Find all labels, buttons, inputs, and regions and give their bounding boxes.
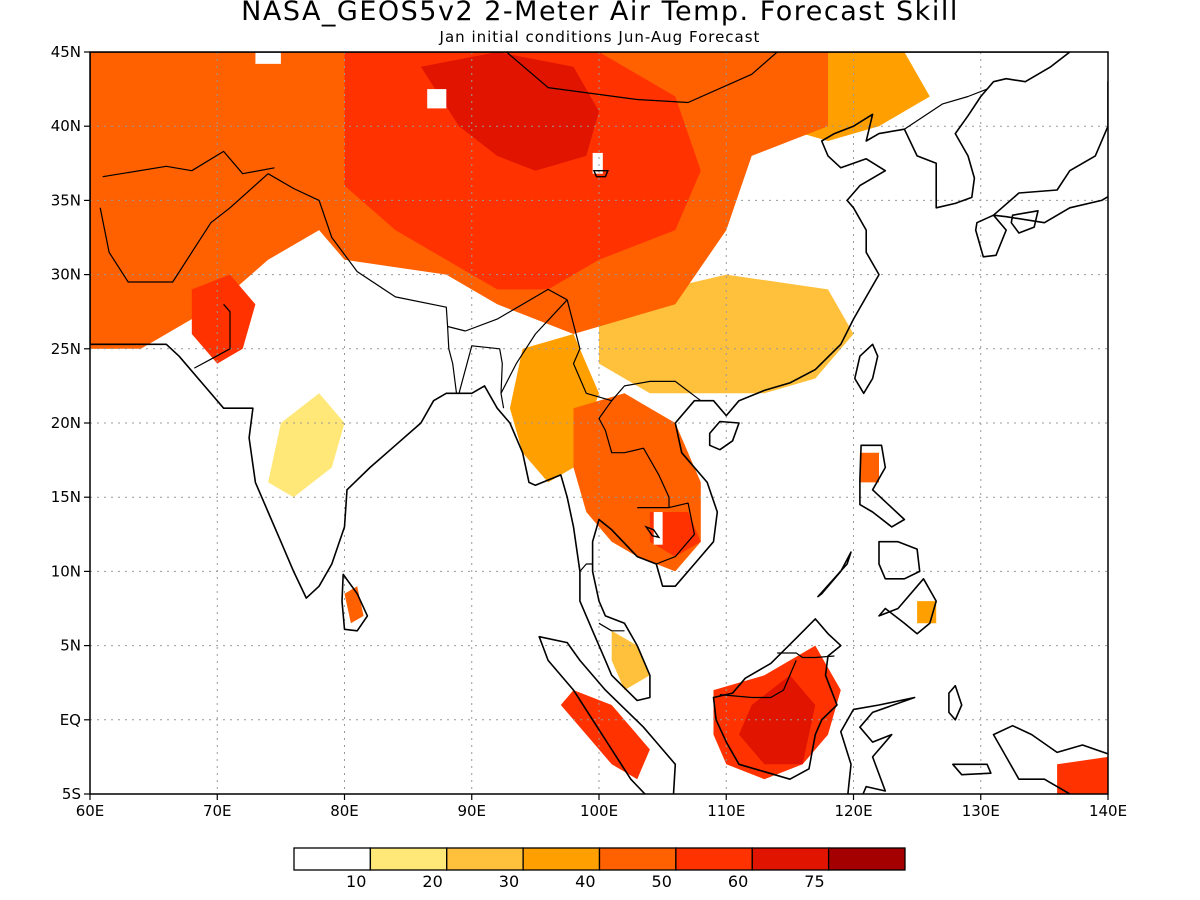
colorbar-label: 20 [422,872,442,891]
colorbar-swatch-6 [751,847,830,871]
coastline-14 [992,103,1108,224]
border-line-5 [458,345,505,409]
y-tick-label: 5N [60,637,81,655]
colorbar-label: 40 [575,872,595,891]
colorbar-label: 30 [499,872,519,891]
y-tick-label: 15N [51,488,81,506]
colorbar-swatch-7 [827,847,906,871]
border-line-1 [99,173,269,283]
skill-region-14 [560,690,650,780]
skill-region-10 [859,452,879,483]
y-tick-label: 20N [51,414,81,432]
coastline-5 [853,343,879,395]
coastline-1 [712,618,842,781]
y-tick-label: 35N [51,191,81,209]
coastline-10 [817,551,852,598]
x-tick-label: 90E [457,802,486,820]
lake-outline-1 [592,169,609,178]
coastline-11 [341,573,369,632]
colorbar-label: 10 [346,872,366,891]
skill-region-12 [191,274,256,364]
colorbar-swatch-5 [675,847,753,871]
skill-region-17 [420,52,599,171]
border-line-9 [598,400,670,508]
x-tick-label: 60E [76,802,105,820]
border-line-11 [579,563,593,572]
masked-cell-1 [427,89,447,109]
masked-cell-2 [592,152,603,174]
y-tick-label: 45N [51,43,81,61]
skill-region-11 [344,52,701,290]
border-line-12 [598,622,625,632]
map-title: NASA_GEOS5v2 2-Meter Air Temp. Forecast … [241,0,959,27]
coastline-2 [538,635,677,794]
axis-ticks-and-labels: 60E 70E 80E 90E 100E 110E 120E 130E 140E 5S EQ 5N 10… [51,43,1127,820]
coastline-9 [878,540,921,580]
colorbar-swatch-2 [446,847,524,871]
colorbar-swatch-0 [293,847,372,871]
border-line-7 [566,299,612,402]
border-line-15 [777,652,835,659]
coastline-17 [948,684,963,721]
x-tick-label: 80E [330,802,359,820]
border-line-4 [447,326,458,394]
border-line-14 [904,88,988,130]
coastline-0 [90,52,1071,702]
country-borders [99,52,988,699]
colorbar-label: 75 [804,872,824,891]
lake-outline-0 [644,525,661,539]
x-tick-label: 120E [834,802,872,820]
x-tick-label: 110E [707,802,745,820]
y-tick-label: 25N [51,340,81,358]
border-line-6 [500,299,568,394]
masked-cell-0 [255,52,281,64]
border-line-2 [194,303,231,369]
coastline-8 [878,577,938,635]
map-subtitle: Jan initial conditions Jun-Aug Forecast [439,28,761,46]
coastline-13 [1010,210,1039,234]
colorbar-swatch-3 [522,847,601,871]
y-tick-label: 5S [62,785,81,803]
border-line-0 [102,150,275,178]
dotted-gridlines [90,52,1108,794]
colorbar-legend: 10 20 30 40 50 60 75 [293,847,906,891]
skill-region-9 [344,586,364,624]
y-tick-label: 30N [51,266,81,284]
coastline-4 [839,696,916,794]
colorbar-label: 50 [652,872,672,891]
colorbar-swatch-1 [369,847,448,871]
skill-region-2 [611,630,650,691]
x-tick-label: 70E [203,802,232,820]
border-line-16 [719,660,797,699]
y-tick-label: 10N [51,562,81,580]
border-line-10 [637,502,696,565]
coastline-18 [951,763,992,776]
colorbar-swatch-4 [598,847,677,871]
colorbar-label: 60 [728,872,748,891]
masked-cell-3 [653,512,663,545]
skill-region-0 [268,393,345,498]
border-line-3 [267,173,568,332]
y-tick-label: 40N [51,117,81,135]
border-line-13 [505,52,779,104]
border-line-8 [611,380,702,402]
coastline-16 [992,724,1108,794]
coastline-15 [1107,80,1108,105]
coastline-7 [859,444,906,528]
x-tick-label: 100E [580,802,618,820]
coastline-6 [708,420,740,451]
coastlines [90,52,1108,794]
y-tick-label: EQ [60,711,81,729]
x-tick-label: 140E [1089,802,1127,820]
skill-region-16 [1057,756,1108,794]
x-tick-label: 130E [962,802,1000,820]
